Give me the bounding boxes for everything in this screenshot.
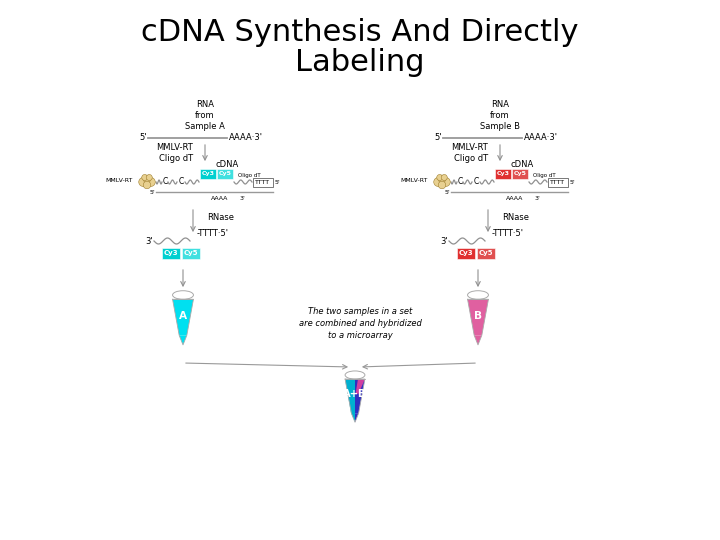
Text: 5': 5' bbox=[444, 190, 450, 194]
Text: Labeling: Labeling bbox=[295, 48, 425, 77]
Text: RNase: RNase bbox=[207, 213, 234, 221]
Text: Cy5: Cy5 bbox=[218, 172, 232, 177]
Text: A: A bbox=[179, 310, 187, 321]
Bar bbox=[182, 247, 200, 259]
Circle shape bbox=[441, 174, 447, 180]
Text: MMLV-RT: MMLV-RT bbox=[400, 178, 428, 183]
Circle shape bbox=[441, 178, 450, 186]
Text: RNA
from
Sample A: RNA from Sample A bbox=[185, 100, 225, 131]
Circle shape bbox=[433, 178, 443, 186]
Polygon shape bbox=[179, 335, 186, 345]
Text: Cy3: Cy3 bbox=[459, 250, 473, 256]
Text: Cy3: Cy3 bbox=[163, 250, 179, 256]
Circle shape bbox=[142, 174, 148, 180]
Text: RNase: RNase bbox=[502, 213, 529, 221]
Circle shape bbox=[438, 181, 446, 189]
Text: 3': 3' bbox=[534, 197, 540, 201]
Text: AAAA: AAAA bbox=[211, 197, 229, 201]
Text: 3': 3' bbox=[239, 197, 245, 201]
Text: MMLV-RT
Cligo dT: MMLV-RT Cligo dT bbox=[156, 143, 193, 163]
Bar bbox=[253, 178, 273, 186]
Circle shape bbox=[437, 174, 443, 180]
Polygon shape bbox=[467, 299, 488, 335]
Ellipse shape bbox=[345, 371, 365, 379]
Polygon shape bbox=[351, 413, 355, 422]
Ellipse shape bbox=[173, 291, 194, 299]
Bar bbox=[200, 169, 216, 179]
Bar bbox=[495, 169, 511, 179]
Polygon shape bbox=[474, 335, 482, 345]
Bar bbox=[512, 169, 528, 179]
Text: Oligo dT: Oligo dT bbox=[533, 172, 556, 178]
Circle shape bbox=[139, 178, 148, 186]
Text: The two samples in a set
are combined and hybridized
to a microarray: The two samples in a set are combined an… bbox=[299, 307, 421, 340]
Text: C: C bbox=[457, 178, 463, 186]
Text: cDNA: cDNA bbox=[215, 160, 238, 169]
Text: B: B bbox=[474, 310, 482, 321]
Text: C: C bbox=[473, 178, 479, 186]
Bar bbox=[457, 247, 475, 259]
Text: -TTTT·5': -TTTT·5' bbox=[197, 228, 229, 238]
Text: Oligo dT: Oligo dT bbox=[238, 172, 261, 178]
Polygon shape bbox=[345, 379, 355, 413]
Text: 5': 5' bbox=[434, 133, 442, 143]
Ellipse shape bbox=[467, 291, 488, 299]
Text: A+B: A+B bbox=[343, 389, 366, 400]
Polygon shape bbox=[355, 379, 365, 413]
Text: AAAA·3': AAAA·3' bbox=[524, 133, 558, 143]
Polygon shape bbox=[173, 299, 194, 335]
Text: cDNA Synthesis And Directly: cDNA Synthesis And Directly bbox=[141, 18, 579, 47]
Text: MMLV-RT
Cligo dT: MMLV-RT Cligo dT bbox=[451, 143, 488, 163]
Text: Cy5: Cy5 bbox=[513, 172, 526, 177]
Bar bbox=[217, 169, 233, 179]
Circle shape bbox=[438, 176, 446, 183]
Text: Cy3: Cy3 bbox=[497, 172, 510, 177]
Text: Cy3: Cy3 bbox=[202, 172, 215, 177]
Bar bbox=[477, 247, 495, 259]
Text: TTTT: TTTT bbox=[550, 179, 566, 185]
Text: AAAA: AAAA bbox=[506, 197, 523, 201]
Bar bbox=[548, 178, 568, 186]
Text: TTTT: TTTT bbox=[256, 179, 271, 185]
Text: C: C bbox=[179, 178, 184, 186]
Text: 5': 5' bbox=[140, 133, 147, 143]
Circle shape bbox=[146, 178, 156, 186]
Text: -TTTT·5': -TTTT·5' bbox=[492, 228, 524, 238]
Circle shape bbox=[143, 181, 150, 189]
Text: C: C bbox=[163, 178, 168, 186]
Text: RNA
from
Sample B: RNA from Sample B bbox=[480, 100, 520, 131]
Text: 3': 3' bbox=[441, 237, 448, 246]
Text: cDNA: cDNA bbox=[510, 160, 534, 169]
Circle shape bbox=[143, 176, 150, 183]
Text: AAAA·3': AAAA·3' bbox=[229, 133, 263, 143]
Text: Cy5: Cy5 bbox=[184, 250, 198, 256]
Text: 3': 3' bbox=[145, 237, 153, 246]
Polygon shape bbox=[356, 379, 365, 394]
Bar bbox=[162, 247, 180, 259]
Polygon shape bbox=[355, 413, 359, 422]
Text: 5': 5' bbox=[570, 179, 576, 185]
Circle shape bbox=[146, 174, 152, 180]
Text: 5': 5' bbox=[275, 179, 281, 185]
Text: Cy5: Cy5 bbox=[479, 250, 493, 256]
Text: MMLV-RT: MMLV-RT bbox=[106, 178, 133, 183]
Text: 5': 5' bbox=[149, 190, 155, 194]
